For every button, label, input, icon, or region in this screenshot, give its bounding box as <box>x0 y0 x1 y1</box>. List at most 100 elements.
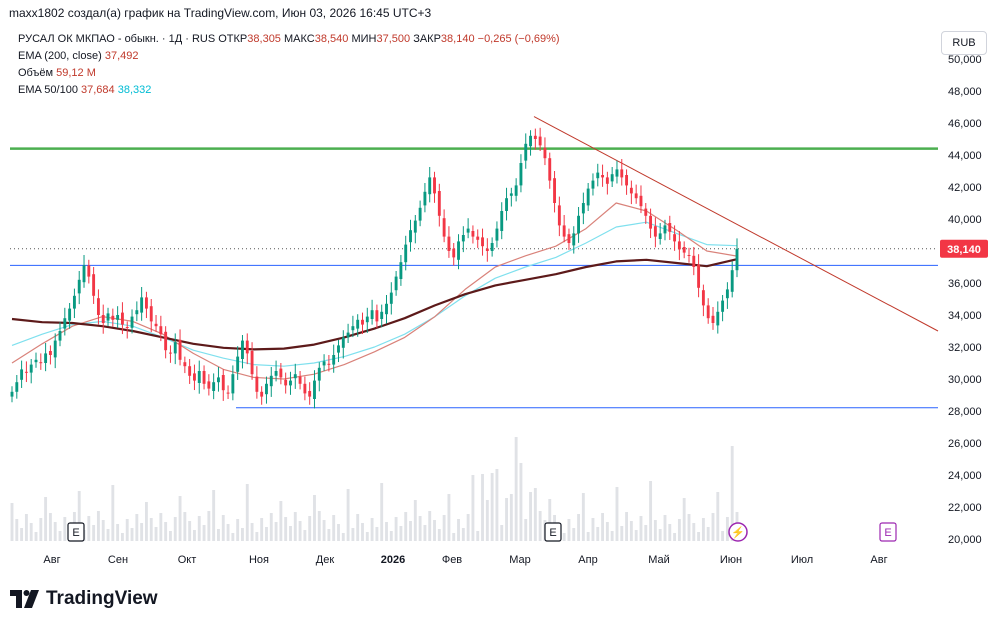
candle-body <box>634 193 638 199</box>
volume-bar <box>481 474 484 541</box>
volume-bar <box>615 487 619 541</box>
volume-bar <box>274 522 278 541</box>
candle-body <box>130 316 134 328</box>
candle-body <box>605 177 609 184</box>
candle-body <box>452 248 456 258</box>
ema200-line <box>11 258 738 351</box>
y-tick-label: 44,000 <box>948 150 982 162</box>
volume-bar <box>202 525 206 541</box>
volume-bar <box>581 493 585 541</box>
ema50-100-label: EMA 50/100 <box>18 84 78 96</box>
volume-bar <box>346 489 350 541</box>
candle-body <box>514 185 518 196</box>
volume-bar <box>130 528 134 541</box>
last-price-label: 38,140 <box>947 244 981 256</box>
volume-bar <box>221 515 225 541</box>
candle-body <box>356 319 360 329</box>
candle-body <box>687 255 691 256</box>
candle-body <box>735 248 739 271</box>
event-markers: E E ⚡ E <box>67 522 897 542</box>
ema200-label: EMA (200, close) <box>18 50 102 62</box>
y-tick-label: 48,000 <box>948 86 982 98</box>
volume-bar <box>337 524 340 541</box>
volume-bar <box>250 523 254 541</box>
volume-bar <box>101 520 105 541</box>
candle-body <box>236 356 240 372</box>
volume-bar <box>341 533 345 541</box>
candle-body <box>92 274 96 296</box>
candle-body <box>284 379 288 386</box>
volume-bar <box>385 522 388 541</box>
volume-bar <box>725 517 729 541</box>
candle-body <box>639 195 643 207</box>
volume-bar <box>279 501 283 541</box>
candle-body <box>706 305 710 319</box>
tradingview-logo-icon <box>10 590 39 608</box>
candle-body <box>682 247 686 253</box>
open-label: ОТКР <box>218 33 248 45</box>
y-tick-label: 34,000 <box>948 310 982 322</box>
y-tick-label: 30,000 <box>948 374 982 386</box>
x-tick-label: Май <box>648 554 670 566</box>
candle-body <box>413 220 417 233</box>
event-marker-label: E <box>884 527 891 539</box>
volume-row[interactable]: Объём 59,12 M <box>18 65 560 82</box>
x-tick-label: Ноя <box>249 554 269 566</box>
candle-body <box>418 207 422 221</box>
volume-bar <box>241 528 244 541</box>
volume-bar <box>447 494 451 541</box>
candle-body <box>476 236 480 240</box>
candle-body <box>298 376 302 384</box>
candle-body <box>269 375 273 387</box>
candle-body <box>87 265 91 277</box>
volume-bar <box>639 516 643 541</box>
volume-bar <box>644 525 648 541</box>
candle-body <box>202 371 206 384</box>
x-tick-label: Сен <box>108 554 128 566</box>
candle-body <box>337 345 340 353</box>
volume-bar <box>673 533 677 541</box>
candle-body <box>701 290 705 306</box>
volume-bar <box>183 512 187 541</box>
x-tick-label: Дек <box>316 554 335 566</box>
candle-body <box>466 228 470 233</box>
candle-body <box>615 169 619 177</box>
volume-bar <box>15 519 19 541</box>
volume-bar <box>423 525 427 541</box>
candle-body <box>524 143 528 161</box>
symbol-row[interactable]: РУСАЛ ОК МКПАО - обыкн. · 1Д · RUS ОТКР3… <box>18 31 560 48</box>
volume-bar <box>399 526 403 541</box>
candle-body <box>140 297 144 313</box>
candle-body <box>250 351 254 375</box>
tradingview-logo[interactable]: TradingView <box>10 588 158 610</box>
candle-body <box>20 369 24 380</box>
ema50-line <box>11 202 738 380</box>
volume-bar <box>442 515 446 541</box>
candle-body <box>533 135 537 139</box>
volume-bar <box>437 529 441 541</box>
candle-body <box>711 315 715 323</box>
volume-bar <box>471 475 475 541</box>
y-tick-label: 42,000 <box>948 182 982 194</box>
candle-body <box>173 342 177 354</box>
x-tick-label: Мар <box>509 554 531 566</box>
currency-button[interactable]: RUB <box>941 31 987 55</box>
volume-bar <box>591 518 595 541</box>
volume-bar <box>140 523 144 541</box>
candle-body <box>183 362 187 367</box>
earnings-event-icon: E <box>67 522 85 542</box>
candle-body <box>557 205 561 226</box>
ema200-row[interactable]: EMA (200, close) 37,492 <box>18 48 560 65</box>
candle-body <box>548 158 552 181</box>
volume-bar <box>63 517 67 541</box>
volume-bar <box>476 531 480 541</box>
y-tick-label: 22,000 <box>948 502 982 514</box>
candle-body <box>255 376 259 392</box>
candle-body <box>24 371 28 373</box>
ema50-100-row[interactable]: EMA 50/100 37,684 38,332 <box>18 82 560 99</box>
volume-bar <box>39 518 43 541</box>
candle-body <box>375 310 379 322</box>
volume-bar <box>159 513 163 541</box>
volume-bar <box>92 525 96 541</box>
